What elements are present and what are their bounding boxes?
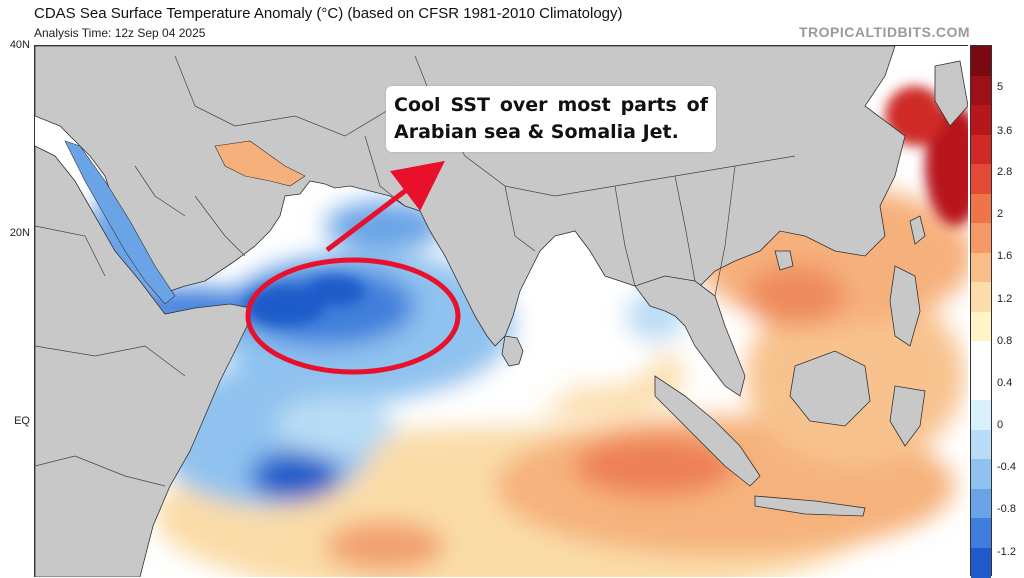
colorbar-segment xyxy=(971,400,991,430)
colorbar-segment xyxy=(971,341,991,371)
annotation-circle xyxy=(245,257,461,375)
analysis-time: Analysis Time: 12z Sep 04 2025 xyxy=(34,26,206,40)
colorbar-tick-label: 0 xyxy=(997,419,1004,431)
colorbar-segment xyxy=(971,134,991,165)
colorbar-tick-label: 5 xyxy=(997,81,1004,93)
colorbar-segment xyxy=(971,518,991,548)
colorbar-segment xyxy=(971,164,991,194)
colorbar-segment xyxy=(971,46,991,76)
colorbar-segment xyxy=(971,429,991,460)
site-watermark: TROPICALTIDBITS.COM xyxy=(798,24,970,40)
colorbar-tick-label: 1.2 xyxy=(997,293,1013,305)
colorbar-segment xyxy=(971,370,991,401)
colorbar-tick-label: 0.8 xyxy=(997,335,1013,347)
latitude-label-40n: 40N xyxy=(9,39,30,51)
colorbar-tick-label: -0.8 xyxy=(997,503,1016,515)
colorbar-tick-label: 2.8 xyxy=(997,166,1013,178)
colorbar-tick-label: 3.6 xyxy=(997,125,1013,137)
map-title: CDAS Sea Surface Temperature Anomaly (°C… xyxy=(34,5,623,22)
landmass-sri-lanka xyxy=(501,335,524,367)
colorbar-segment xyxy=(971,252,991,283)
colorbar-tick-label: -0.4 xyxy=(997,461,1016,473)
landmass-java xyxy=(754,495,866,517)
colorbar-segment xyxy=(971,311,991,342)
colorbar-tick-label: 1.6 xyxy=(997,250,1013,262)
latitude-label-20n: 20N xyxy=(9,227,30,239)
colorbar-tick-label: 2 xyxy=(997,208,1004,220)
colorbar-segment xyxy=(971,223,991,253)
landmass-borneo xyxy=(789,350,871,427)
landmass-sulawesi xyxy=(889,385,926,447)
colorbar-segment xyxy=(971,105,991,135)
colorbar-segment xyxy=(971,488,991,519)
landmass-japan-korea xyxy=(934,60,968,127)
colorbar-segment xyxy=(971,193,991,224)
colorbar-segment xyxy=(971,282,991,312)
annotation-arrow xyxy=(325,160,445,252)
colorbar-segment xyxy=(971,547,991,578)
colorbar xyxy=(970,45,992,578)
colorbar-segment xyxy=(971,459,991,489)
annotation-callout: Cool SST over most parts of Arabian sea … xyxy=(386,86,716,152)
landmass-philippines xyxy=(889,265,921,347)
colorbar-tick-label: 0.4 xyxy=(997,377,1013,389)
landmass-sumatra xyxy=(654,375,761,487)
colorbar-tick-label: -1.2 xyxy=(997,546,1016,558)
landmass-hainan xyxy=(774,250,794,271)
colorbar-segment xyxy=(971,75,991,106)
latitude-label-eq: EQ xyxy=(14,415,30,427)
landmass-taiwan xyxy=(909,215,926,245)
landmass-southeast-asia xyxy=(634,275,746,397)
